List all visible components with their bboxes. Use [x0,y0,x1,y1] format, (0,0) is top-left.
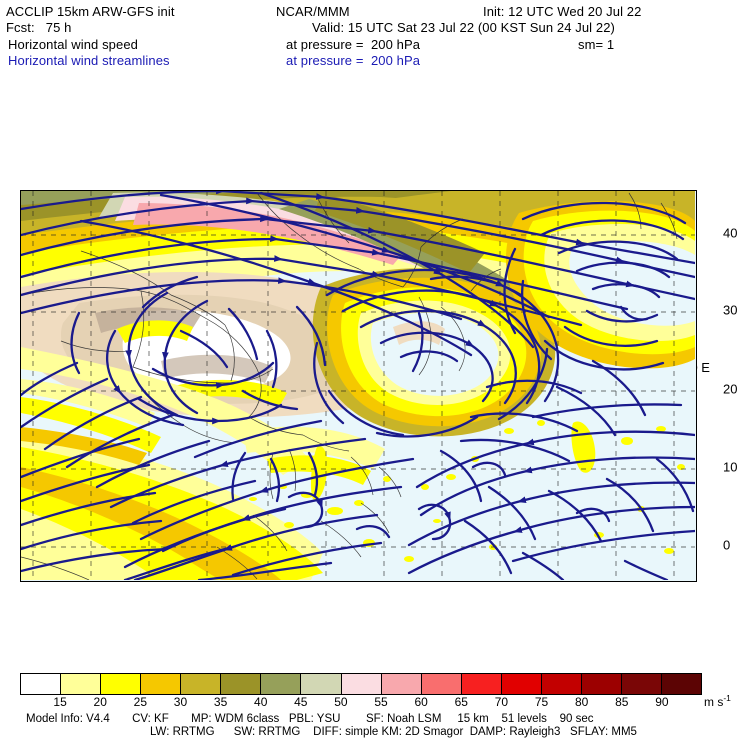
lat-tick-20n: 20 N [723,381,738,397]
colorbar-tick-45: 45 [294,695,308,709]
colorbar-tick-65: 65 [454,695,468,709]
header-speed-level: at pressure = 200 hPa [286,37,421,52]
colorbar-swatch-4 [181,674,222,694]
colorbar-tick-35: 35 [213,695,228,709]
header-streamline-level: at pressure = 200 hPa [286,53,421,68]
colorbar-swatch-11 [461,674,502,694]
colorbar-swatch-12 [501,674,542,694]
colorbar-tick-25: 25 [133,695,148,709]
colorbar-tick-80: 80 [574,695,589,709]
colorbar-tick-40: 40 [254,695,268,709]
header-smoothing: sm= 1 [578,37,615,52]
colorbar-tick-70: 70 [494,695,509,709]
lat-tick-10n: 10 N [723,459,738,475]
colorbar-swatch-14 [581,674,622,694]
colorbar-swatch-8 [341,674,382,694]
colorbar-tick-60: 60 [414,695,428,709]
colorbar-swatch-10 [421,674,462,694]
footer-model-info-line2: LW: RRTMG SW: RRTMG DIFF: simple KM: 2D … [150,726,637,738]
header-field-speed: Horizontal wind speed [8,37,139,52]
wind-field-svg [21,191,695,580]
footer-model-info-line1: Model Info: V4.4 CV: KF MP: WDM 6class P… [26,713,594,725]
wind-streamlines [21,191,695,580]
colorbar-swatch-2 [101,674,142,694]
colorbar-swatch-13 [541,674,582,694]
header-field-streamlines: Horizontal wind streamlines [8,53,170,68]
colorbar-swatch-5 [221,674,262,694]
colorbar-tick-90: 90 [655,695,669,709]
colorbar-tick-55: 55 [374,695,388,709]
colorbar-swatches [20,673,702,695]
header-institution: NCAR/MMM [276,4,350,19]
colorbar-swatch-6 [261,674,302,694]
colorbar-swatch-16 [662,674,702,694]
colorbar-units: m s-1 [704,693,731,709]
lat-tick-40n: 40 N [723,225,738,241]
colorbar-swatch-7 [301,674,342,694]
colorbar-swatch-0 [21,674,62,694]
colorbar-swatch-15 [621,674,662,694]
header-valid-time: Valid: 15 UTC Sat 23 Jul 22 (00 KST Sun … [312,20,615,35]
header-forecast-hour: Fcst: 75 h [6,20,72,35]
header-init-time: Init: 12 UTC Wed 20 Jul 22 [483,4,642,19]
colorbar-tick-50: 50 [334,695,348,709]
map-frame [20,190,697,582]
colorbar-swatch-1 [61,674,102,694]
colorbar-tick-75: 75 [534,695,549,709]
colorbar-tick-20: 20 [93,695,107,709]
colorbar [20,673,702,695]
lat-tick-30n: 30 N [723,302,738,318]
colorbar-tick-15: 15 [53,695,67,709]
colorbar-swatch-9 [381,674,422,694]
colorbar-tick-30: 30 [173,695,188,709]
header-title-model: ACCLIP 15km ARW-GFS init [6,4,175,19]
map-plot-area: 60 E 70 E 80 E 90 E 100 E 110 E 120 E 13… [20,190,737,582]
lat-tick-0: 0 [723,537,731,553]
colorbar-tick-85: 85 [615,695,629,709]
colorbar-swatch-3 [141,674,182,694]
